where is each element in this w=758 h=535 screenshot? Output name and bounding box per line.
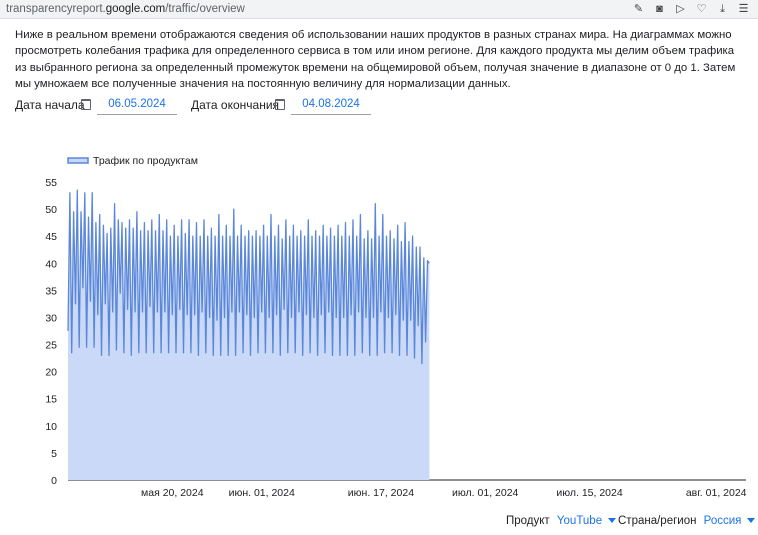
y-tick-label: 0	[51, 475, 57, 487]
chart-legend: Трафик по продуктам	[67, 155, 198, 167]
y-tick-label: 35	[45, 285, 57, 297]
page-description: Ниже в реальном времени отображаются све…	[15, 29, 736, 90]
x-tick-label: авг. 01, 2024	[686, 487, 747, 499]
download-icon[interactable]: ⤓	[720, 3, 725, 15]
camera-icon[interactable]: ◙	[656, 3, 663, 15]
product-label: Продукт	[506, 515, 550, 527]
toolbar-icons: ✎ ◙ ▷ ♡ ⤓ ☰	[632, 2, 750, 16]
region-label: Страна/регион	[618, 515, 697, 527]
y-tick-label: 20	[45, 367, 57, 379]
y-tick-label: 5	[51, 448, 57, 460]
region-filter[interactable]: Страна/регион Россия	[618, 515, 756, 527]
y-tick-label: 25	[45, 340, 57, 352]
y-tick-label: 15	[45, 394, 57, 406]
y-tick-label: 30	[45, 312, 57, 324]
y-tick-label: 45	[45, 231, 57, 243]
x-tick-label: июл. 01, 2024	[452, 487, 519, 499]
menu-icon[interactable]: ☰	[738, 3, 749, 15]
edit-icon[interactable]: ✎	[633, 3, 644, 15]
y-tick-label: 40	[45, 258, 57, 270]
y-tick-label: 55	[45, 177, 57, 189]
product-filter[interactable]: Продукт YouTube	[506, 515, 617, 527]
x-tick-label: июн. 01, 2024	[229, 487, 295, 499]
plot-area	[67, 189, 430, 480]
heart-icon[interactable]: ♡	[696, 3, 707, 15]
calendar-icon[interactable]	[81, 99, 91, 110]
chevron-down-icon[interactable]	[747, 518, 756, 524]
browser-address-bar[interactable]: transparencyreport.google.com/traffic/ov…	[0, 0, 758, 19]
start-date-label: Дата начала	[15, 98, 85, 112]
series-area	[68, 190, 430, 480]
traffic-chart[interactable]: Трафик по продуктам 0 5 10 15 20 25 30 35 40 45 50…	[0, 150, 758, 505]
x-tick-label: июл. 15, 2024	[556, 487, 623, 499]
end-date-field[interactable]: 04.08.2024	[291, 98, 371, 115]
x-tick-label: июн. 17, 2024	[348, 487, 414, 499]
x-axis: мая 20, 2024 июн. 01, 2024 июн. 17, 2024 ию…	[141, 487, 747, 499]
send-icon[interactable]: ▷	[676, 3, 685, 15]
legend-label: Трафик по продуктам	[93, 155, 198, 167]
url-text[interactable]: transparencyreport.google.com/traffic/ov…	[6, 3, 245, 15]
chevron-down-icon[interactable]	[608, 518, 617, 524]
legend-swatch	[67, 157, 89, 164]
y-tick-label: 10	[45, 421, 57, 433]
series-line	[67, 189, 430, 365]
start-date-field[interactable]: 06.05.2024	[97, 98, 177, 115]
calendar-icon[interactable]	[275, 99, 285, 110]
y-tick-label: 50	[45, 204, 57, 216]
x-tick-label: мая 20, 2024	[141, 487, 204, 499]
product-select[interactable]: YouTube	[556, 515, 603, 527]
y-axis: 0 5 10 15 20 25 30 35 40 45 50 55	[45, 177, 746, 487]
end-date-label: Дата окончания	[191, 98, 280, 112]
region-select[interactable]: Россия	[703, 515, 742, 527]
